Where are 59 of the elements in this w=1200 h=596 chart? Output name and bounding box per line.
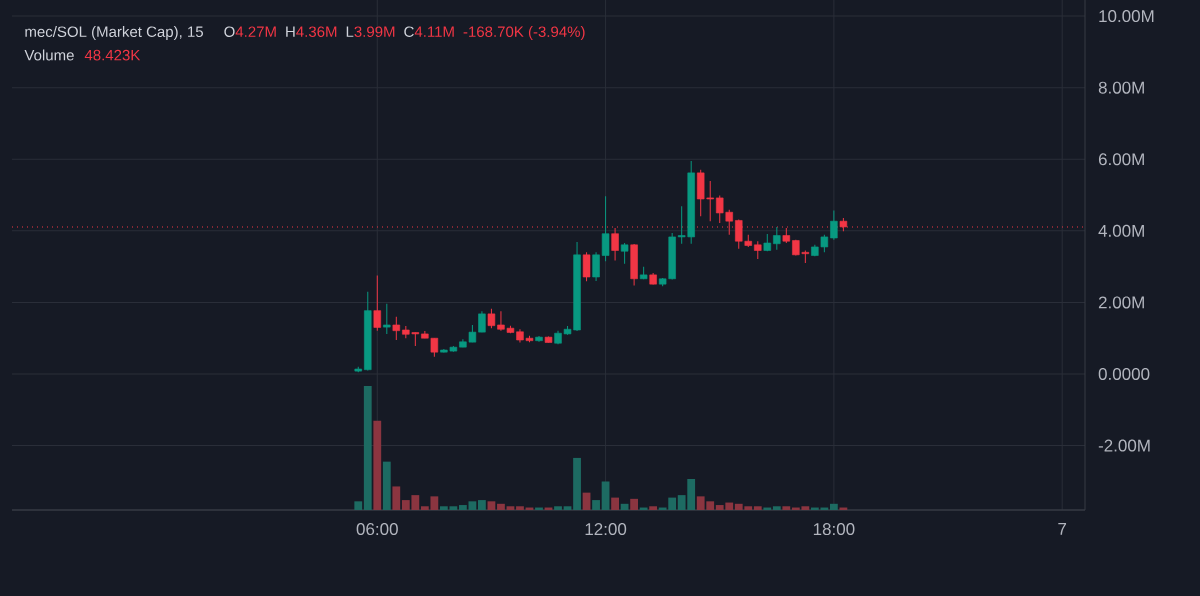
- y-tick-label: 6.00M: [1098, 153, 1144, 166]
- annotation: C: [404, 26, 414, 38]
- text: mec/SOL (Market Cap), 15: [25, 26, 203, 40]
- bar: [649, 506, 658, 510]
- bar: [373, 420, 382, 510]
- x-tick-label: 7: [1058, 523, 1067, 535]
- candlestick: [601, 195, 610, 262]
- x-tick-label: 18:00: [813, 523, 855, 536]
- bar: [753, 506, 762, 510]
- bar: [554, 506, 562, 510]
- candlestick: [773, 226, 781, 251]
- bar: [487, 501, 496, 510]
- candlestick: [478, 310, 486, 333]
- bar: [829, 503, 838, 510]
- bar: [506, 506, 515, 510]
- candlestick: [373, 275, 381, 332]
- annotation: 48.423K: [84, 49, 141, 61]
- candlestick: [582, 251, 591, 282]
- annotation: H: [286, 26, 295, 37]
- annotation: 3.99M: [354, 26, 395, 38]
- annotation: 4.27M: [235, 26, 276, 37]
- bar: [458, 505, 467, 510]
- candlestick: [830, 209, 838, 241]
- bar: [601, 481, 610, 510]
- bar: [497, 503, 505, 510]
- bar: [630, 498, 639, 510]
- candlestick: [620, 242, 629, 265]
- candlestick: [392, 316, 401, 341]
- bar: [563, 506, 572, 510]
- annotation: -168.70K (-3.94%): [463, 26, 585, 40]
- candlestick: [383, 303, 391, 335]
- bar: [516, 506, 524, 510]
- y-tick-label: 10.00M: [1099, 10, 1154, 23]
- bar: [573, 457, 581, 510]
- candlestick: [611, 227, 619, 262]
- bar: [392, 486, 401, 510]
- candlestick: [592, 251, 600, 282]
- bar: [620, 503, 629, 510]
- annotation: L: [346, 26, 354, 37]
- bar: [363, 386, 372, 510]
- annotation: Volume: [24, 49, 74, 61]
- annotation: 4.36M: [296, 26, 337, 38]
- y-tick-label: 0.0000: [1098, 367, 1150, 381]
- bar: [772, 506, 781, 510]
- y-tick-label: 8.00M: [1098, 81, 1144, 94]
- annotation: O: [224, 26, 235, 38]
- y-tick-label: -2.00M: [1098, 439, 1150, 452]
- y-tick-label: 2.00M: [1098, 296, 1144, 309]
- y-tick-label: 4.00M: [1098, 224, 1144, 237]
- bar: [478, 500, 486, 510]
- annotation: 4.11M: [414, 26, 454, 37]
- x-tick-label: 12:00: [585, 523, 627, 536]
- bar: [611, 497, 619, 510]
- bar: [382, 461, 391, 510]
- bar: [468, 501, 477, 510]
- bar: [592, 500, 600, 510]
- bar: [354, 501, 363, 510]
- x-tick-label: 06:00: [356, 523, 398, 536]
- bar: [782, 506, 791, 510]
